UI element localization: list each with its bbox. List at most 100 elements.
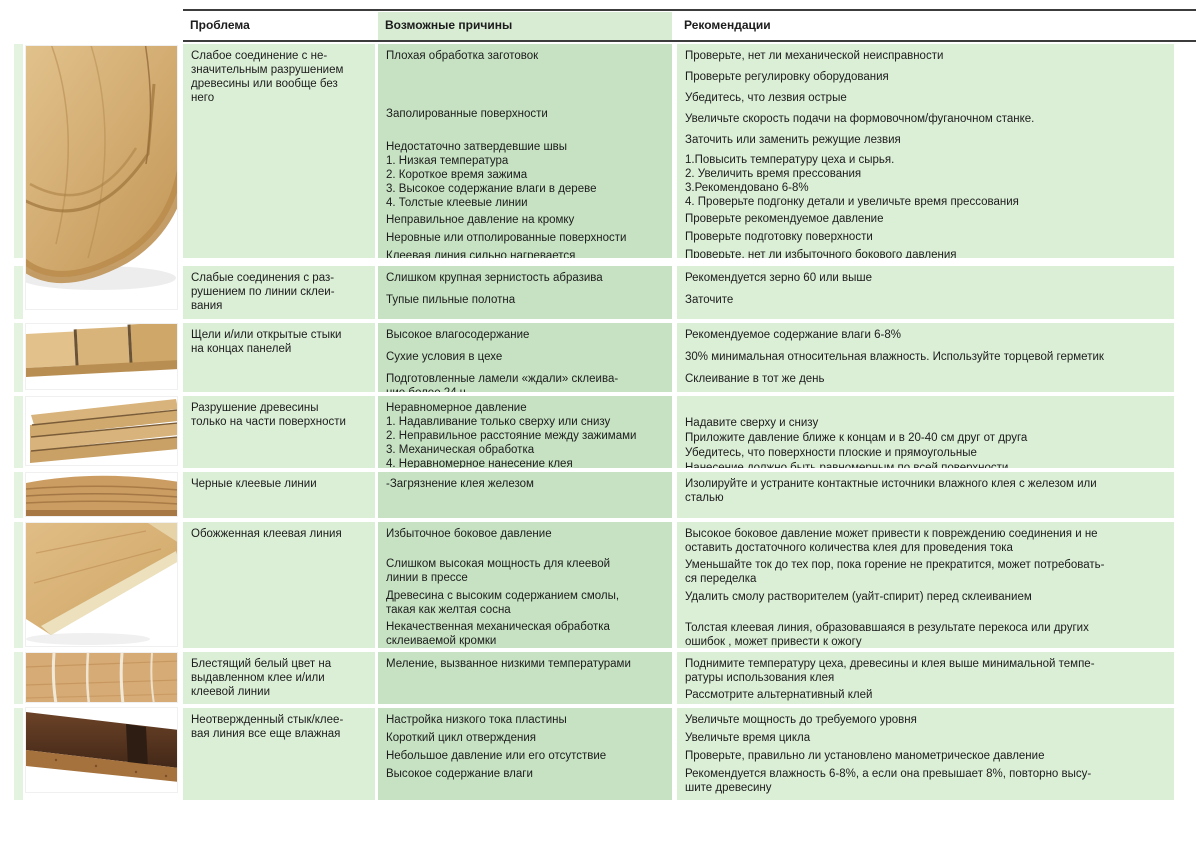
cause-item: Плохая обработка заготовок	[386, 50, 539, 62]
cause-item: Сухие условия в цехе	[386, 351, 503, 363]
recommendation-item: Проверьте, нет ли механической неисправн…	[685, 50, 944, 62]
cause-item: Меление, вызванное низкими температурами	[386, 658, 631, 670]
recommendation-item: Проверьте рекомендуемое давление	[685, 213, 884, 225]
causes-cell: Избыточное боковое давление Слишком высо…	[378, 522, 672, 648]
recommendation-item: Удалить смолу растворителем (уайт-спирит…	[685, 591, 1032, 603]
row-marker-strip	[14, 396, 23, 468]
cause-item: Высокое влагосодержание	[386, 329, 530, 341]
problem-cell: Слабое соединение с не- значительным раз…	[183, 44, 375, 258]
cause-item: Короткий цикл отверждения	[386, 732, 537, 744]
cause-item: Неравномерное давление 1. Надавливание т…	[386, 402, 637, 468]
recommendation-item: 30% минимальная относительная влажность.…	[685, 351, 1104, 363]
table-row: Разрушение древесины только на части пов…	[0, 396, 1200, 468]
recommendation-item: Проверьте регулировку оборудования	[685, 71, 889, 83]
problem-text: Щели и/или открытые стыки на концах пане…	[191, 329, 342, 355]
recommendation-item: Рекомендуется влажность 6-8%, а если она…	[685, 768, 1092, 794]
row-marker-strip	[14, 323, 23, 392]
recommendation-item: Нанесение должно быть равномерным по все…	[685, 462, 1009, 468]
cause-item: Тупые пильные полотна	[386, 294, 516, 306]
cause-item: Настройка низкого тока пластины	[386, 714, 567, 726]
row-marker-strip	[14, 708, 23, 800]
recommendation-item: Склеивание в тот же день	[685, 373, 825, 385]
burned-glue-line-photo	[25, 522, 178, 647]
cause-item: Слишком крупная зернистость абразива	[386, 272, 603, 284]
causes-cell: Меление, вызванное низкими температурами	[378, 652, 672, 704]
header-rule-bottom	[183, 40, 1196, 42]
row-marker-strip	[14, 266, 23, 319]
causes-header-band	[378, 12, 672, 40]
col-header-recommendations: Рекомендации	[684, 18, 771, 32]
recommendation-item: Рекомендуется зерно 60 или выше	[685, 272, 873, 284]
recommendation-item: 1.Повысить температуру цеха и сырья. 2. …	[685, 154, 1019, 208]
uncured-joint-shelf-photo	[25, 707, 178, 793]
problem-text: Блестящий белый цвет на выдавленном клее…	[191, 658, 332, 698]
causes-cell: Высокое влагосодержание Сухие условия в …	[378, 323, 672, 392]
table-row: Черные клеевые линии -Загрязнение клея ж…	[0, 472, 1200, 518]
table-row: Обожженная клеевая линия Избыточное боко…	[0, 522, 1200, 648]
causes-cell: Плохая обработка заготовок Заполированны…	[378, 44, 672, 258]
problem-cell: Щели и/или открытые стыки на концах пане…	[183, 323, 375, 392]
planks-end-gaps-photo	[25, 323, 178, 390]
cause-item: Слишком высокая мощность для клеевой лин…	[386, 558, 611, 584]
row-marker-strip	[14, 522, 23, 648]
causes-cell: Слишком крупная зернистость абразива Туп…	[378, 266, 672, 319]
row-marker-strip	[14, 652, 23, 704]
recommendation-item: Уменьшайте ток до тех пор, пока горение …	[685, 559, 1105, 585]
recommendation-item: Рекомендуемое содержание влаги 6-8%	[685, 329, 901, 341]
cause-item: Некачественная механическая обработка ск…	[386, 621, 610, 647]
cause-item: Клеевая линия сильно нагревается	[386, 250, 576, 258]
recommendation-item: Проверьте, нет ли избыточного бокового д…	[685, 249, 957, 258]
recommendations-cell: Изолируйте и устраните контактные источн…	[677, 472, 1174, 518]
recommendation-item: Проверьте, правильно ли установлено мано…	[685, 750, 1045, 762]
causes-cell: Настройка низкого тока пластины Короткий…	[378, 708, 672, 800]
recommendation-item: Поднимите температуру цеха, древесины и …	[685, 658, 1095, 684]
problem-text: Разрушение древесины только на части пов…	[191, 402, 346, 428]
recommendations-cell: Рекомендуемое содержание влаги 6-8% 30% …	[677, 323, 1174, 392]
cause-item: Высокое содержание влаги	[386, 768, 533, 780]
recommendations-cell: Рекомендуется зерно 60 или выше Заточите	[677, 266, 1174, 319]
cutting-board-photo	[25, 45, 178, 310]
problem-text: Черные клеевые линии	[191, 478, 317, 490]
causes-cell: Неравномерное давление 1. Надавливание т…	[378, 396, 672, 468]
problem-cell: Разрушение древесины только на части пов…	[183, 396, 375, 468]
recommendation-item: Толстая клеевая линия, образовавшаяся в …	[685, 622, 1089, 648]
fanned-lamellas-photo	[25, 396, 178, 466]
cause-item: Древесина с высоким содержанием смолы, т…	[386, 590, 620, 616]
table-row: Слабое соединение с не- значительным раз…	[0, 44, 1200, 258]
problem-text: Слабые соединения с раз- рушением по лин…	[191, 272, 335, 312]
white-glue-lines-photo	[25, 652, 178, 703]
cause-item: Подготовленные ламели «ждали» склеива- н…	[386, 373, 619, 392]
problem-text: Неотвержденный стык/клее- вая линия все …	[191, 714, 344, 740]
recommendation-item: Изолируйте и устраните контактные источн…	[685, 478, 1097, 504]
recommendations-cell: Увеличьте мощность до требуемого уровня …	[677, 708, 1174, 800]
cause-item: Небольшое давление или его отсутствие	[386, 750, 607, 762]
recommendations-cell: Проверьте, нет ли механической неисправн…	[677, 44, 1174, 258]
problem-cell: Обожженная клеевая линия	[183, 522, 375, 648]
table-row: Неотвержденный стык/клее- вая линия все …	[0, 708, 1200, 800]
recommendation-item: Увеличьте скорость подачи на формовочном…	[685, 113, 1035, 125]
recommendation-item: Высокое боковое давление может привести …	[685, 528, 1098, 554]
table-row: Щели и/или открытые стыки на концах пане…	[0, 323, 1200, 392]
row-marker-strip	[14, 44, 23, 258]
cause-item: Неровные или отполированные поверхности	[386, 232, 627, 244]
cause-item: Неправильное давление на кромку	[386, 214, 575, 226]
black-glue-lines-photo	[25, 472, 178, 517]
recommendation-item: Увеличьте время цикла	[685, 732, 811, 744]
recommendation-item: Приложите давление ближе к концам и в 20…	[685, 432, 1028, 444]
table-row: Слабые соединения с раз- рушением по лин…	[0, 266, 1200, 319]
recommendation-item: Увеличьте мощность до требуемого уровня	[685, 714, 917, 726]
cause-item: -Загрязнение клея железом	[386, 478, 534, 490]
problem-cell: Блестящий белый цвет на выдавленном клее…	[183, 652, 375, 704]
recommendations-cell: Надавите сверху и снизу Приложите давлен…	[677, 396, 1174, 468]
recommendation-item: Рассмотрите альтернативный клей	[685, 689, 873, 701]
col-header-problem: Проблема	[190, 18, 250, 32]
recommendations-cell: Поднимите температуру цеха, древесины и …	[677, 652, 1174, 704]
recommendation-item: Убедитесь, что поверхности плоские и пря…	[685, 447, 977, 459]
problem-cell: Слабые соединения с раз- рушением по лин…	[183, 266, 375, 319]
problem-text: Обожженная клеевая линия	[191, 528, 342, 540]
header-rule-top	[183, 9, 1196, 11]
recommendation-item: Заточите	[685, 294, 734, 306]
problem-text: Слабое соединение с не- значительным раз…	[191, 50, 344, 104]
recommendation-item: Надавите сверху и снизу	[685, 417, 819, 429]
